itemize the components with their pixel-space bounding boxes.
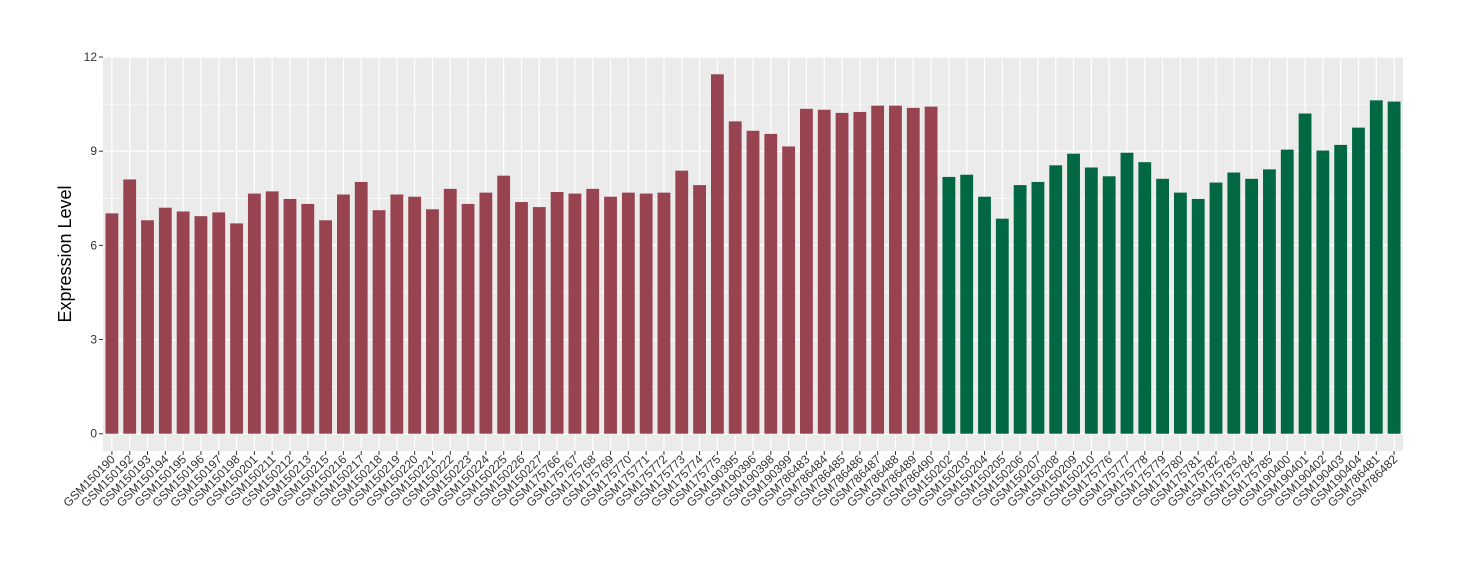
- y-tick-label: 3: [90, 333, 97, 347]
- bar-gsm150209: [1067, 153, 1080, 434]
- bar-gsm150216: [337, 194, 350, 434]
- bar-gsm150207: [1031, 181, 1045, 434]
- bar-gsm175774: [693, 185, 706, 434]
- bar-gsm175775: [710, 74, 724, 434]
- bar-gsm150193: [141, 220, 154, 434]
- bar-gsm786481: [1369, 100, 1383, 434]
- y-axis-title: Expression Level: [55, 185, 75, 322]
- bar-gsm190403: [1334, 144, 1348, 434]
- bar-gsm175776: [1102, 176, 1116, 434]
- bar-gsm786485: [835, 112, 849, 434]
- bar-gsm190395: [728, 121, 742, 434]
- bar-gsm150208: [1049, 165, 1063, 434]
- bar-gsm150203: [960, 174, 974, 434]
- bar-gsm175780: [1173, 192, 1187, 434]
- y-tick-label: 9: [90, 144, 97, 158]
- bar-gsm175770: [621, 192, 635, 434]
- bar-gsm150202: [942, 176, 956, 434]
- bar-gsm150213: [301, 203, 315, 434]
- bar-gsm786483: [800, 108, 813, 434]
- bar-gsm150197: [212, 212, 226, 434]
- bar-gsm175772: [657, 192, 671, 434]
- bar-gsm150204: [978, 196, 991, 434]
- bar-gsm175782: [1209, 182, 1223, 434]
- bar-gsm150220: [408, 196, 422, 434]
- bar-gsm150201: [247, 193, 261, 434]
- bar-gsm150194: [158, 207, 172, 434]
- bar-gsm175777: [1120, 152, 1134, 434]
- y-tick-label: 6: [90, 238, 97, 252]
- bar-gsm190404: [1352, 127, 1365, 434]
- bar-gsm150224: [479, 192, 493, 434]
- bar-gsm150226: [515, 202, 528, 434]
- bar-gsm175768: [586, 188, 600, 434]
- y-tick-label: 12: [84, 50, 98, 64]
- bar-gsm150221: [426, 209, 439, 434]
- bar-gsm786484: [817, 109, 831, 434]
- bar-gsm190399: [782, 146, 796, 434]
- bar-gsm150219: [390, 194, 404, 434]
- bar-gsm150196: [194, 216, 208, 434]
- bar-gsm175773: [675, 170, 689, 434]
- bars: [105, 74, 1401, 434]
- bar-gsm175769: [604, 196, 617, 434]
- bar-gsm175783: [1227, 172, 1241, 434]
- bar-gsm786487: [871, 105, 885, 434]
- bar-gsm150227: [532, 207, 546, 434]
- bar-gsm190401: [1298, 113, 1312, 434]
- bar-gsm150215: [319, 220, 333, 434]
- bar-gsm190402: [1316, 150, 1330, 434]
- y-axis: 0 3 6 9 12: [84, 50, 103, 441]
- bar-gsm175779: [1156, 178, 1169, 434]
- bar-gsm786489: [906, 107, 920, 434]
- bar-gsm150212: [283, 198, 297, 434]
- bar-gsm175767: [568, 193, 582, 434]
- bar-gsm150222: [443, 188, 457, 434]
- bar-gsm175784: [1245, 178, 1259, 434]
- bar-gsm150192: [123, 179, 137, 434]
- bar-gsm175766: [550, 191, 564, 434]
- bar-gsm150223: [461, 203, 475, 434]
- bar-gsm150190: [105, 213, 119, 434]
- bar-gsm175785: [1263, 169, 1276, 434]
- bar-gsm150217: [354, 181, 368, 434]
- bar-gsm190400: [1280, 149, 1294, 434]
- bar-gsm786486: [853, 111, 867, 434]
- bar-gsm175781: [1191, 198, 1205, 434]
- bar-gsm190396: [746, 130, 760, 434]
- bar-gsm786490: [924, 106, 938, 434]
- bar-gsm150210: [1084, 167, 1098, 434]
- bar-gsm190398: [764, 133, 778, 434]
- bar-gsm150205: [995, 218, 1009, 434]
- bar-gsm786488: [889, 105, 902, 434]
- bar-gsm150195: [176, 211, 190, 434]
- y-tick-label: 0: [90, 427, 97, 441]
- bar-gsm150211: [265, 191, 279, 434]
- x-axis: GSM150190GSM150192GSM150193GSM150194GSM1…: [60, 451, 1400, 510]
- bar-gsm786482: [1387, 101, 1401, 434]
- bar-gsm150218: [372, 210, 386, 434]
- bar-gsm175771: [639, 193, 653, 434]
- bar-gsm150198: [230, 223, 243, 434]
- bar-gsm150206: [1013, 185, 1027, 434]
- bar-gsm175778: [1138, 162, 1152, 434]
- bar-gsm150225: [497, 175, 511, 434]
